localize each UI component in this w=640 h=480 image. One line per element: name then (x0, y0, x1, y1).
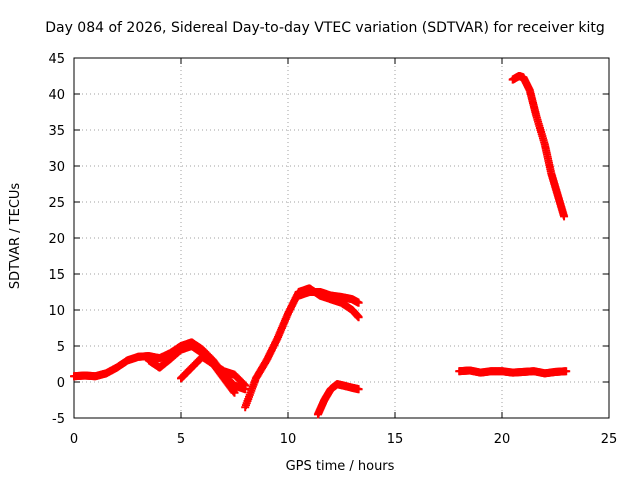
y-axis-label: SDTVAR / TECUs (8, 183, 23, 290)
data-point-marker (354, 385, 363, 394)
x-axis-label: GPS time / hours (286, 459, 395, 474)
series-arc-4 (241, 284, 363, 412)
y-tick-label: -5 (52, 412, 65, 427)
y-tick-label: 35 (48, 124, 65, 139)
data-point-marker (241, 381, 250, 390)
x-tick-label: 25 (601, 432, 618, 447)
x-tick-label: 0 (70, 432, 78, 447)
y-tick-label: 15 (48, 268, 65, 283)
x-tick-label: 5 (177, 432, 185, 447)
chart-title: Day 084 of 2026, Sidereal Day-to-day VTE… (45, 20, 605, 36)
x-tick-label: 20 (494, 432, 511, 447)
data-point-marker (562, 367, 571, 376)
y-tick-label: 40 (48, 88, 65, 103)
x-tick-label: 10 (280, 432, 297, 447)
data-point-marker (354, 298, 363, 307)
y-tick-label: 30 (48, 160, 65, 175)
series-arc-8 (508, 72, 569, 221)
y-tick-label: 45 (48, 52, 65, 67)
y-tick-label: 0 (57, 376, 65, 391)
series-arc-5 (294, 288, 363, 307)
series-arc-7 (455, 366, 571, 378)
data-marks (70, 72, 571, 419)
series-arc-6 (313, 380, 363, 419)
data-point-marker (354, 313, 363, 322)
y-tick-label: 25 (48, 196, 65, 211)
data-point-marker (230, 388, 239, 397)
y-tick-label: 20 (48, 232, 65, 247)
y-tick-label: 5 (57, 340, 65, 355)
y-tick-label: 10 (48, 304, 65, 319)
grid-lines (74, 58, 609, 418)
series-arc-3 (177, 352, 250, 390)
data-point-marker (560, 212, 569, 221)
x-tick-label: 15 (387, 432, 404, 447)
axis-ticks: 0 5 10 15 20 25 -5 0 5 10 15 20 25 30 35 40 45 (48, 52, 617, 447)
